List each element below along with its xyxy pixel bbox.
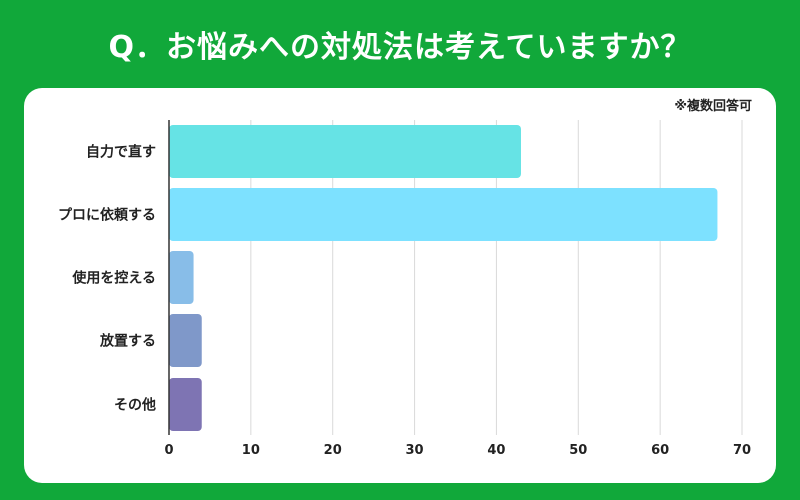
chart-title: Q．お悩みへの対処法は考えていますか？ — [108, 30, 692, 65]
bar-4 — [169, 314, 202, 367]
bar-5 — [169, 378, 202, 431]
x-tick-label-50: 50 — [569, 443, 587, 458]
chart-panel: ※複数回答可 自力で直すプロに依頼する使用を控える放置するその他 0 10 20 30 4… — [24, 88, 776, 483]
category-label-1: 自力で直す — [86, 144, 156, 161]
x-tick-label-30: 30 — [406, 443, 424, 458]
x-tick-label-40: 40 — [487, 443, 505, 458]
category-label-3: 使用を控える — [71, 270, 156, 287]
bar-2 — [169, 188, 718, 241]
x-tick-label-70: 70 — [733, 443, 751, 458]
category-label-5: その他 — [114, 397, 156, 414]
bar-3 — [169, 251, 194, 304]
x-tick-label-10: 10 — [242, 443, 260, 458]
category-label-2: プロに依頼する — [58, 207, 156, 224]
bar-1 — [169, 125, 521, 178]
x-tick-label-20: 20 — [324, 443, 342, 458]
multiple-answer-note: ※複数回答可 — [674, 99, 752, 114]
x-tick-label-60: 60 — [651, 443, 669, 458]
x-tick-label-0: 0 — [164, 443, 173, 458]
category-label-4: 放置する — [99, 333, 156, 350]
